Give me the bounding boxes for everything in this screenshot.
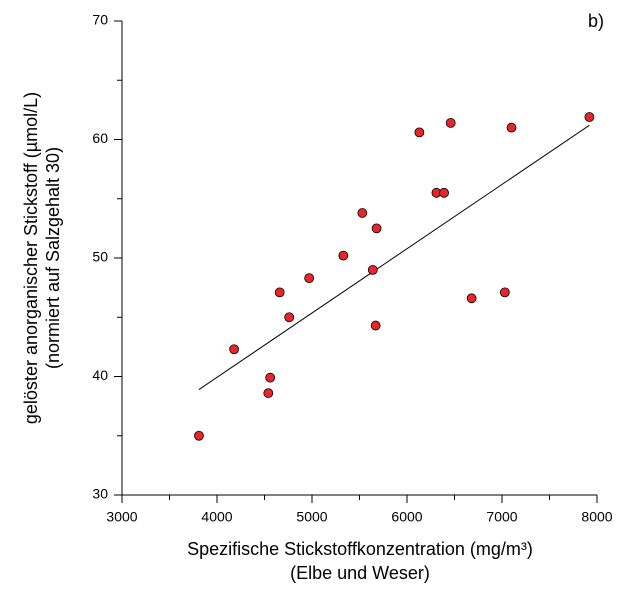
point: [370, 320, 381, 331]
point: [284, 312, 295, 323]
point: [229, 344, 240, 355]
point: [367, 264, 378, 275]
point: [371, 223, 382, 234]
point: [304, 273, 315, 284]
point: [584, 112, 595, 122]
x-tick-label: 7000: [486, 509, 517, 525]
point: [265, 372, 276, 383]
point: [274, 287, 285, 298]
y-tick-label: 60: [92, 130, 108, 146]
point: [194, 430, 204, 441]
y-tick-label: 50: [92, 249, 108, 265]
point: [466, 293, 477, 304]
x-tick-label: 6000: [391, 509, 422, 525]
y-axis-label: gelöster anorganischer Stickstoff (µmol/…: [21, 92, 41, 424]
point: [357, 208, 368, 218]
point: [414, 127, 425, 138]
x-axis-label: (Elbe und Weser): [290, 563, 430, 583]
trend-line: [198, 124, 590, 390]
y-tick-label: 70: [92, 12, 108, 28]
point: [506, 122, 517, 133]
x-tick-label: 4000: [201, 509, 232, 525]
x-axis-label: Spezifische Stickstoffkonzentration (mg/…: [187, 539, 533, 559]
annotation: b): [588, 11, 604, 31]
point: [263, 388, 274, 398]
point: [499, 287, 510, 298]
x-tick-label: 3000: [106, 509, 137, 525]
x-tick-label: 5000: [296, 509, 327, 525]
y-tick-label: 30: [92, 486, 108, 502]
y-tick-label: 40: [92, 367, 108, 383]
y-axis-label: (normiert auf Salzgehalt 30): [43, 147, 63, 369]
point: [338, 250, 349, 261]
x-tick-label: 8000: [581, 509, 612, 525]
point: [445, 118, 456, 128]
point: [439, 187, 449, 198]
